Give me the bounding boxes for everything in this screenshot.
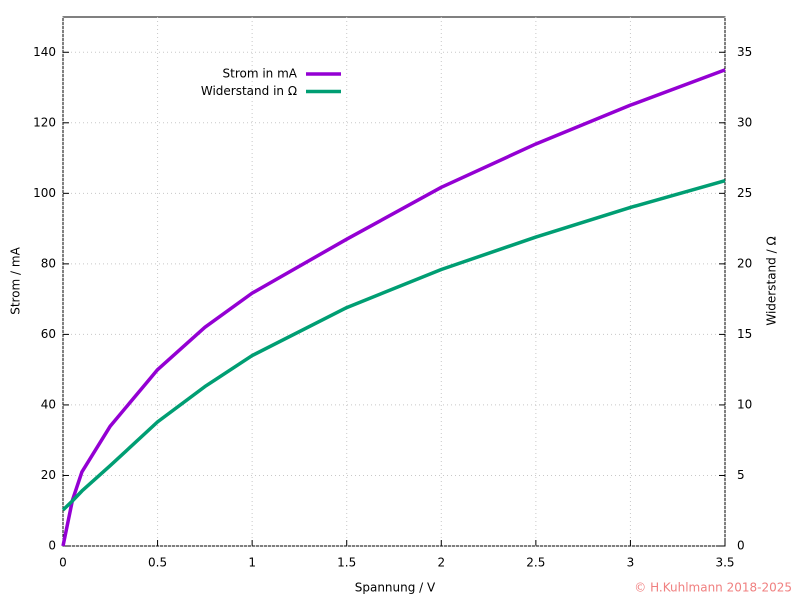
- y2-tick-label: 5: [737, 468, 745, 482]
- x-tick-label: 0: [59, 556, 67, 570]
- x-tick-label: 2.5: [526, 556, 545, 570]
- data-line: [61, 178, 726, 512]
- y-tick-label: 60: [41, 327, 56, 341]
- plot-frame: [62, 16, 726, 547]
- y2-axis-title: Widerstand / Ω: [765, 236, 779, 325]
- y2-tick-label: 0: [737, 539, 745, 553]
- y-tick-label: 100: [33, 186, 56, 200]
- y2-tick-label: 35: [737, 45, 752, 59]
- y-tick-label: 20: [41, 468, 56, 482]
- legend-label: Strom in mA: [223, 67, 298, 81]
- y-tick-label: 140: [33, 45, 56, 59]
- x-tick-label: 1.5: [337, 556, 356, 570]
- x-tick-label: 2: [437, 556, 445, 570]
- y2-tick-label: 15: [737, 327, 752, 341]
- x-tick-label: 0.5: [148, 556, 167, 570]
- y-tick-label: 120: [33, 115, 56, 129]
- y2-tick-label: 10: [737, 397, 752, 411]
- x-axis-title: Spannung / V: [355, 581, 436, 595]
- y2-tick-label: 25: [737, 186, 752, 200]
- y2-tick-label: 30: [737, 115, 752, 129]
- y-tick-label: 80: [41, 256, 56, 270]
- data-line: [61, 68, 726, 547]
- y-axis-title: Strom / mA: [9, 246, 23, 314]
- y-tick-label: 0: [48, 539, 56, 553]
- copyright: © H.Kuhlmann 2018-2025: [634, 581, 792, 595]
- y2-tick-label: 20: [737, 256, 752, 270]
- x-tick-label: 3: [627, 556, 635, 570]
- y-tick-label: 40: [41, 397, 56, 411]
- x-tick-label: 1: [248, 556, 256, 570]
- x-tick-label: 3.5: [715, 556, 734, 570]
- legend-label: Widerstand in Ω: [201, 84, 297, 98]
